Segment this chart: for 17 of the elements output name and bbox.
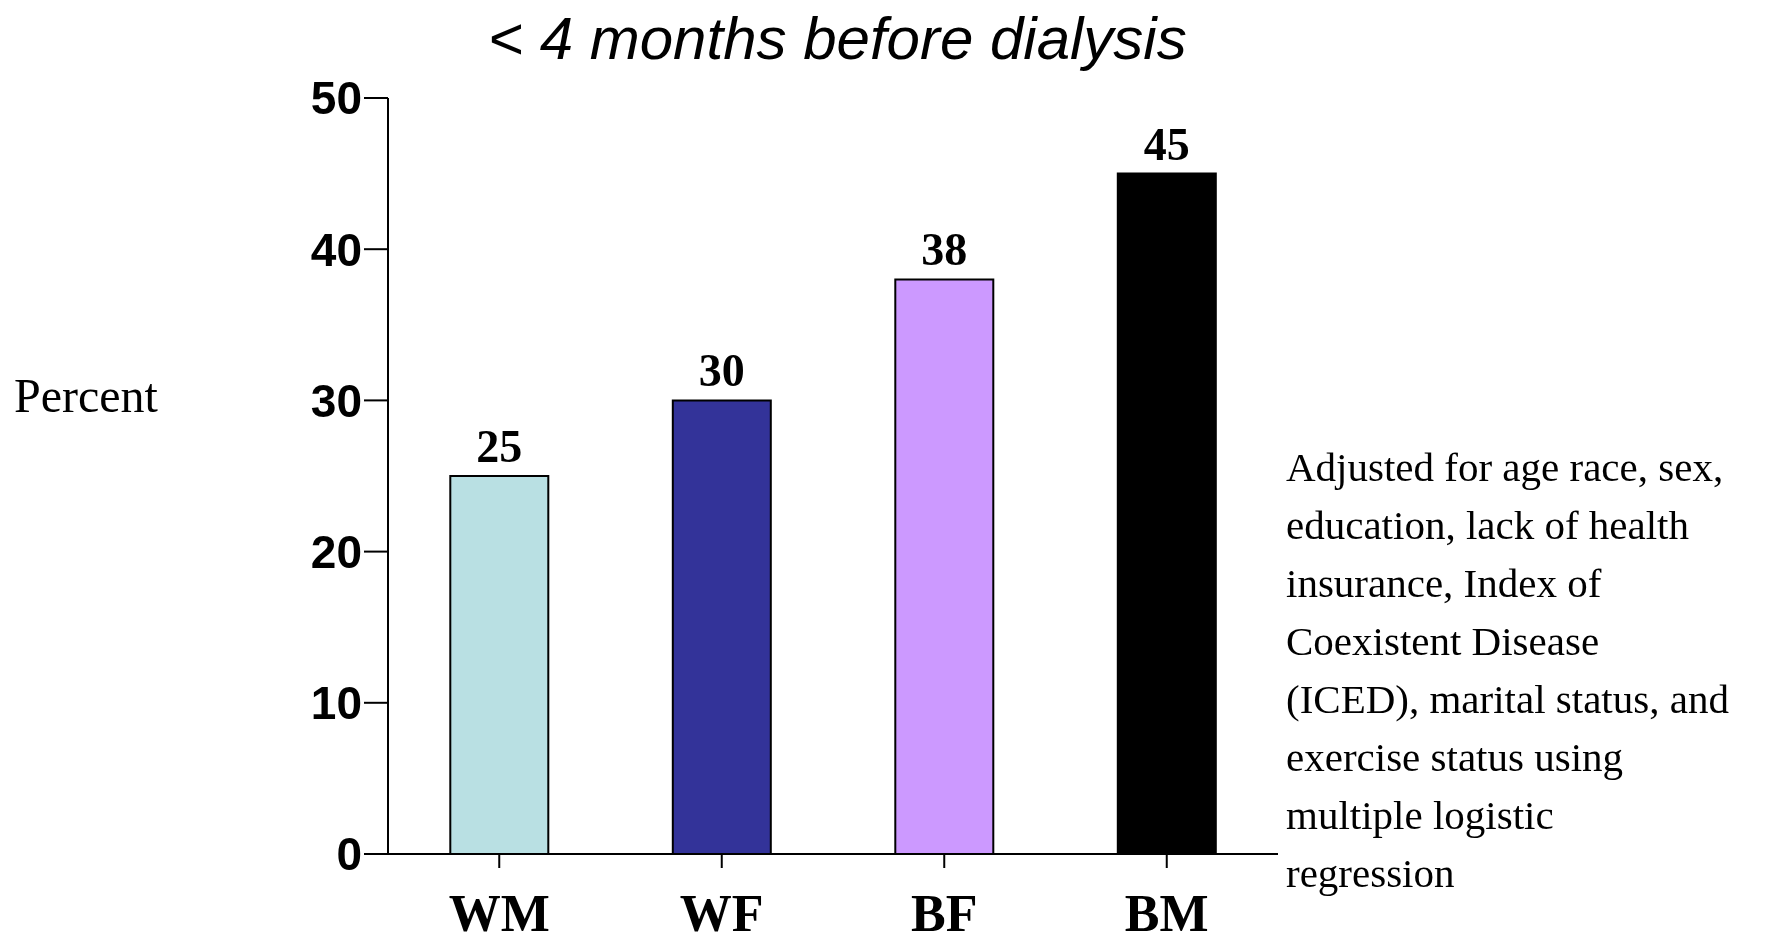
y-tick-label: 40 [310,223,362,276]
y-tick-label: 10 [310,677,362,730]
x-tick-label: BM [1124,884,1209,942]
y-tick-label: 50 [310,72,362,125]
data-label: 38 [921,224,968,276]
x-tick-label: WF [679,884,764,942]
chart-title: < 4 months before dialysis [488,4,1187,73]
y-tick-label: 0 [336,828,362,881]
data-label: 25 [476,421,523,472]
data-label: 45 [1143,118,1190,170]
data-label: 30 [698,345,745,397]
x-tick-label: BF [911,884,978,942]
y-tick-label: 20 [310,525,362,578]
y-tick-label: 30 [310,374,362,427]
text: Adjusted for age race, sex, education, lack of health insurance, Index of Coexistent Disease (ICED), marital status, and exercise status using multiple logistic regression [1286,443,1730,898]
y-axis-title: Percent [14,368,158,423]
x-tick-label: WM [448,884,550,942]
